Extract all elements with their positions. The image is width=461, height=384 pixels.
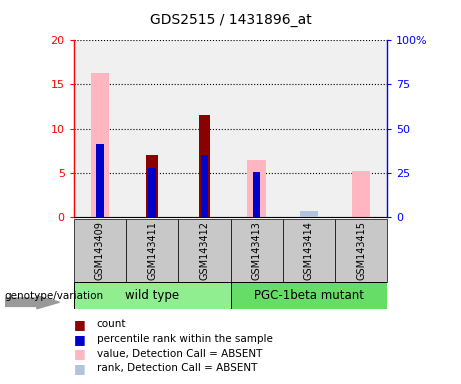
Text: GSM143414: GSM143414 [304,221,314,280]
Bar [253,172,260,217]
Text: wild type: wild type [125,289,179,302]
Text: genotype/variation: genotype/variation [5,291,104,301]
Bar [126,219,178,282]
Bar [283,219,335,282]
Bar [300,211,318,217]
Bar [248,161,266,217]
Text: ■: ■ [74,318,85,331]
Bar [96,144,104,217]
Text: GDS2515 / 1431896_at: GDS2515 / 1431896_at [150,13,311,27]
Text: ■: ■ [74,362,85,375]
Text: GSM143415: GSM143415 [356,221,366,280]
Text: rank, Detection Call = ABSENT: rank, Detection Call = ABSENT [97,363,257,373]
Bar [91,73,109,217]
Bar [201,155,208,217]
Text: ■: ■ [74,347,85,360]
Text: PGC-1beta mutant: PGC-1beta mutant [254,289,364,302]
Bar [199,115,210,217]
Bar [148,169,156,217]
Bar [178,219,230,282]
Text: GSM143412: GSM143412 [199,221,209,280]
Text: GSM143413: GSM143413 [252,221,262,280]
Bar [335,219,387,282]
FancyArrow shape [5,296,59,309]
Text: GSM143411: GSM143411 [147,221,157,280]
Text: ■: ■ [74,333,85,346]
Text: value, Detection Call = ABSENT: value, Detection Call = ABSENT [97,349,262,359]
Bar [74,219,126,282]
Text: GSM143409: GSM143409 [95,221,105,280]
Bar [147,155,158,217]
Bar [74,282,230,309]
Text: percentile rank within the sample: percentile rank within the sample [97,334,273,344]
Bar [352,171,370,217]
Text: count: count [97,319,126,329]
Bar [230,282,387,309]
Bar [230,219,283,282]
